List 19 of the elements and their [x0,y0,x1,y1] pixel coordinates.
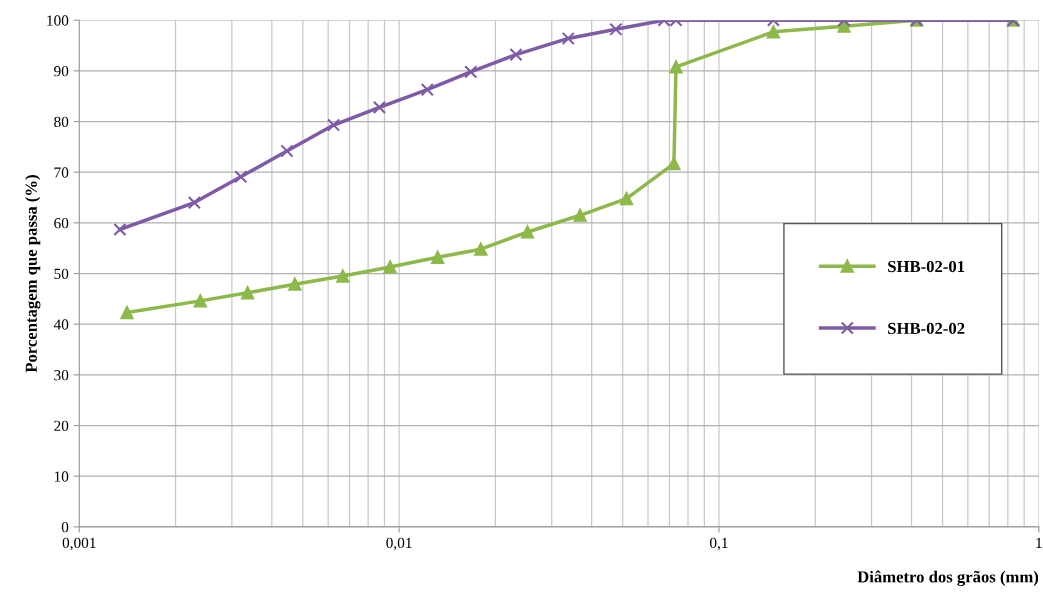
y-tick-label: 10 [54,471,69,482]
x-axis-title: Diâmetro dos grãos (mm) [857,570,1039,587]
y-tick-label: 50 [54,268,69,279]
y-tick-label: 20 [54,420,69,431]
y-tick-label: 70 [54,167,69,178]
y-tick-label: 30 [54,370,69,381]
legend-label: SHB-02-01 [888,260,965,273]
x-tick-label: 0,001 [62,537,96,551]
y-axis-title: Porcentagem que passa (%) [25,175,41,373]
y-tick-label: 60 [54,218,69,229]
y-tick-label: 40 [53,319,69,330]
y-tick-label: 100 [47,15,69,26]
y-tick-label: 90 [54,66,69,77]
x-tick-label: 0,1 [710,537,728,551]
y-tick-label: 80 [54,116,69,127]
x-tick-label: 1 [1036,537,1042,548]
y-tick-label: 0 [61,522,69,533]
legend-label: SHB-02-02 [888,322,965,335]
x-tick-label: 0,01 [386,537,412,551]
